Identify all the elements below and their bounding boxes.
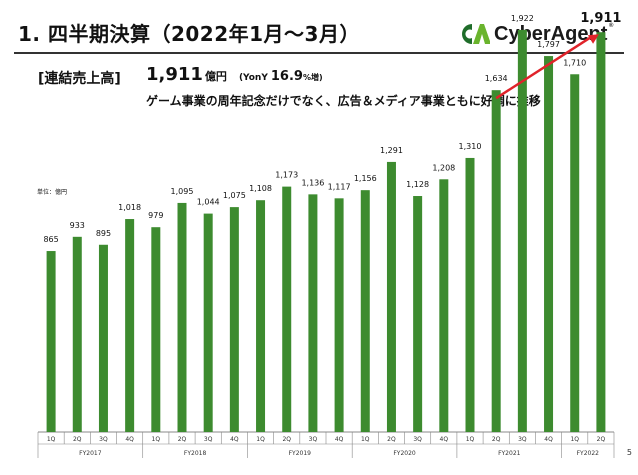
bar-value-label: 1,018 [118, 203, 141, 212]
bar-value-label: 1,108 [249, 184, 272, 193]
quarter-tick-label: 1Q [256, 436, 265, 443]
growth-arrow-head-icon [587, 34, 599, 44]
quarter-tick-label: 3Q [518, 436, 527, 443]
bar-value-label: 1,634 [485, 74, 508, 83]
quarter-tick-label: 1Q [361, 436, 370, 443]
quarter-tick-label: 3Q [204, 436, 213, 443]
headline-yoy-unit: %増) [302, 73, 323, 82]
bar [570, 74, 580, 432]
bar [72, 236, 82, 432]
quarter-tick-label: 2Q [73, 436, 82, 443]
bar-value-label: 1,208 [432, 163, 455, 172]
quarter-tick-label: 3Q [99, 436, 108, 443]
bar-value-label: 1,922 [511, 14, 534, 23]
fiscal-year-label: FY2019 [289, 450, 312, 457]
bar [334, 198, 344, 432]
unit-note: 単位：億円 [37, 189, 68, 196]
bar-value-label: 865 [43, 235, 58, 244]
bar-value-label: 1,156 [354, 174, 377, 183]
bar-value-label: 1,173 [275, 171, 298, 180]
quarter-tick-label: 1Q [152, 436, 161, 443]
quarter-tick-label: 2Q [178, 436, 187, 443]
bar-value-label: 1,075 [223, 191, 246, 200]
bar [125, 219, 135, 432]
bar [256, 200, 266, 432]
bar-value-label: 895 [96, 229, 111, 238]
bar [544, 56, 554, 433]
bar [151, 227, 161, 432]
bar [596, 32, 606, 432]
page-title: 1. 四半期決算（2022年1月〜3月） [18, 22, 360, 46]
headline-value: 1,911 [146, 64, 203, 85]
quarter-tick-label: 4Q [335, 436, 344, 443]
quarter-tick-label: 1Q [47, 436, 56, 443]
fiscal-year-label: FY2021 [498, 450, 521, 457]
bar-value-label: 1,710 [563, 58, 586, 67]
quarter-tick-label: 4Q [125, 436, 134, 443]
quarter-tick-label: 2Q [387, 436, 396, 443]
growth-arrow-line [495, 36, 592, 100]
bar-value-label: 1,911 [580, 11, 621, 26]
bar-value-label: 1,291 [380, 146, 403, 155]
headline-yoy-value: 16.9 [270, 69, 303, 84]
quarter-tick-label: 2Q [492, 436, 501, 443]
logo-mark-icon [458, 20, 491, 48]
fiscal-year-label: FY2022 [577, 450, 600, 457]
headline-unit: 億円 [204, 70, 227, 83]
bar [282, 186, 292, 432]
quarter-tick-label: 4Q [230, 436, 239, 443]
bar-value-label: 1,136 [301, 178, 324, 187]
bar-value-label: 1,095 [171, 187, 194, 196]
fiscal-year-label: FY2020 [393, 450, 416, 457]
bar [360, 190, 370, 432]
bar-value-label: 979 [148, 211, 163, 220]
bar [386, 161, 396, 433]
quarter-tick-label: 4Q [544, 436, 553, 443]
quarter-tick-label: 1Q [570, 436, 579, 443]
quarter-tick-label: 1Q [466, 436, 475, 443]
headline-value-group: 1,911 億円 (YonY 16.9%増) [146, 64, 323, 85]
bar [517, 29, 527, 432]
headline-label: [連結売上高] [38, 71, 121, 87]
quarter-tick-label: 2Q [597, 436, 606, 443]
bar [229, 207, 239, 432]
bar [98, 244, 108, 432]
bar [46, 251, 56, 432]
bar [491, 90, 501, 432]
headline-description: ゲーム事業の周年記念だけでなく、広告＆メディア事業ともに好調に推移 [146, 94, 541, 108]
fiscal-year-label: FY2017 [79, 450, 102, 457]
bar-value-label: 1,044 [197, 198, 220, 207]
bar [177, 202, 187, 432]
bar-value-label: 1,128 [406, 180, 429, 189]
quarter-tick-label: 3Q [309, 436, 318, 443]
quarter-tick-label: 4Q [440, 436, 449, 443]
bar-value-label: 1,797 [537, 40, 560, 49]
bar [203, 213, 213, 432]
bar-value-label: 1,117 [328, 182, 351, 191]
bar [308, 194, 318, 432]
page-number: 5 [626, 448, 632, 457]
quarter-tick-label: 3Q [413, 436, 422, 443]
quarter-tick-label: 2Q [282, 436, 291, 443]
headline-yoy-label: (YonY [238, 73, 268, 83]
bar-value-label: 1,310 [459, 142, 482, 151]
bar [413, 196, 423, 432]
fiscal-year-label: FY2018 [184, 450, 207, 457]
bar [439, 179, 449, 432]
bar-value-label: 933 [70, 221, 85, 230]
bar [465, 157, 475, 432]
title-divider [14, 52, 624, 54]
